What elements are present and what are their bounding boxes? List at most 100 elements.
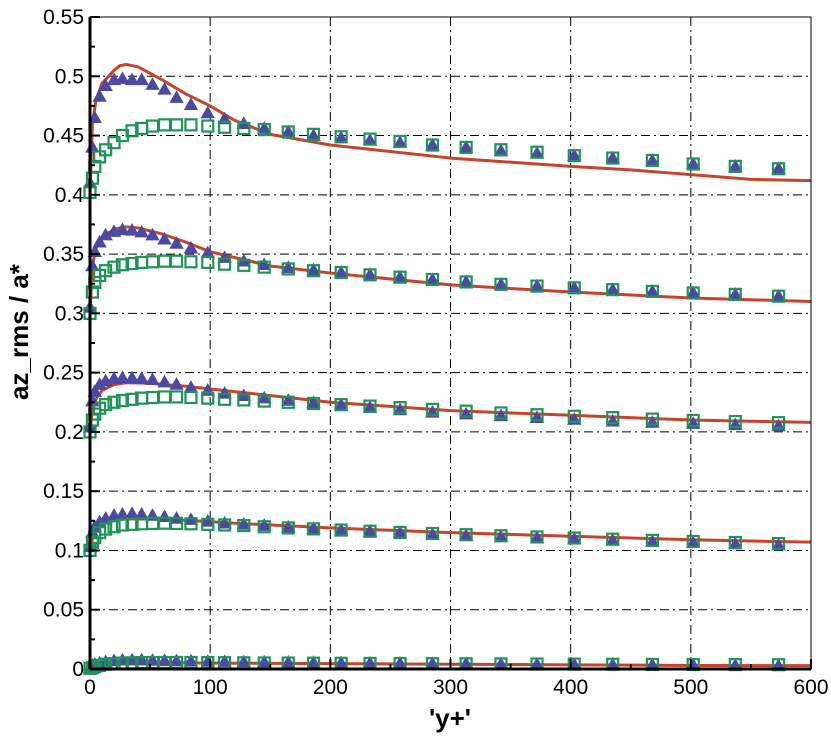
triangle-marker — [257, 654, 272, 668]
square-marker — [125, 256, 139, 271]
square-marker — [494, 529, 508, 543]
square-marker — [686, 413, 700, 428]
square-marker — [257, 520, 271, 534]
square-marker — [606, 532, 620, 546]
square-marker — [334, 265, 348, 280]
triangle-marker — [281, 655, 296, 668]
triangle-marker — [87, 384, 102, 397]
square-marker — [363, 399, 377, 413]
square-marker — [459, 140, 473, 154]
triangle-marker — [145, 653, 160, 666]
triangle-marker — [257, 121, 272, 134]
square-marker — [393, 525, 407, 540]
square-marker — [145, 255, 160, 269]
square-marker — [281, 262, 295, 276]
triangle-marker — [217, 654, 232, 667]
square-marker — [184, 255, 198, 269]
square-marker — [425, 402, 440, 416]
triangle-marker — [183, 240, 199, 254]
y-tick-label: 0.25 — [43, 362, 84, 385]
triangle-marker — [157, 82, 172, 95]
square-marker — [169, 516, 184, 531]
triangle-marker — [236, 517, 252, 530]
square-marker — [494, 277, 508, 291]
square-marker — [645, 284, 659, 299]
triangle-marker — [115, 71, 130, 84]
y-tick-label: 0.1 — [55, 539, 84, 562]
triangle-marker — [134, 371, 149, 384]
triangle-marker — [145, 77, 160, 90]
square-marker — [115, 393, 130, 408]
square-marker — [99, 264, 113, 278]
square-marker — [257, 394, 271, 408]
square-marker — [363, 524, 377, 538]
square-marker — [530, 279, 544, 293]
square-marker — [334, 523, 348, 537]
square-marker — [459, 275, 473, 289]
square-marker — [334, 130, 348, 144]
square-marker — [157, 118, 172, 132]
triangle-marker — [134, 72, 149, 86]
square-marker — [686, 534, 700, 549]
square-marker — [145, 119, 160, 133]
square-marker — [567, 149, 581, 163]
square-marker — [606, 151, 620, 165]
y-tick-label: 0.45 — [43, 125, 84, 148]
square-marker — [184, 390, 198, 405]
y-tick-label: 0 — [72, 658, 84, 681]
square-marker — [145, 390, 160, 405]
triangle-marker — [306, 262, 321, 276]
square-marker — [567, 409, 581, 423]
square-marker — [306, 396, 321, 411]
square-marker — [107, 395, 121, 409]
square-marker — [257, 123, 271, 137]
square-marker — [125, 392, 139, 406]
y-tick-label: 0.3 — [55, 302, 84, 325]
x-tick-label: 0 — [84, 676, 96, 699]
x-tick-label: 600 — [793, 676, 828, 699]
square-marker — [107, 260, 121, 274]
square-marker — [393, 401, 407, 415]
x-tick-label: 200 — [313, 676, 348, 699]
square-marker — [393, 270, 407, 284]
square-marker — [85, 285, 100, 299]
square-marker — [425, 272, 440, 287]
triangle-marker — [134, 224, 149, 238]
x-axis-title: 'y+' — [429, 703, 471, 733]
axes-layer: 0 100 200 300 400 500 600 0 0.05 0.1 0.15 0.2 0.25 0.… — [43, 6, 828, 699]
triangle-marker — [217, 515, 232, 529]
x-tick-label: 300 — [433, 676, 468, 699]
triangle-marker — [306, 655, 321, 668]
triangle-marker — [92, 89, 107, 102]
square-marker — [217, 257, 232, 271]
square-marker — [728, 414, 742, 429]
simulation-line-5 — [88, 62, 812, 195]
series-layer — [82, 62, 812, 676]
square-marker — [237, 518, 251, 533]
triangle-marker — [157, 653, 172, 666]
triangle-marker — [183, 653, 199, 667]
triangle-marker — [92, 234, 107, 248]
triangle-marker — [236, 654, 252, 668]
y-tick-label: 0.5 — [55, 65, 84, 88]
square-marker — [606, 283, 620, 297]
square-marker — [184, 517, 198, 531]
square-marker — [217, 120, 232, 134]
square-marker — [115, 518, 130, 532]
square-marker — [115, 258, 130, 272]
square-marker — [771, 162, 786, 176]
square-marker — [459, 404, 473, 418]
square-marker — [201, 517, 215, 531]
square-marker — [281, 125, 295, 139]
triangle-marker — [169, 236, 184, 249]
square-marker — [169, 390, 184, 404]
triangle-marker — [257, 518, 272, 531]
square-marker — [257, 260, 271, 274]
grid-layer — [90, 17, 811, 669]
square-marker — [771, 416, 786, 430]
y-tick-label: 0.35 — [43, 243, 84, 266]
square-marker — [99, 398, 113, 412]
square-marker — [201, 119, 215, 133]
